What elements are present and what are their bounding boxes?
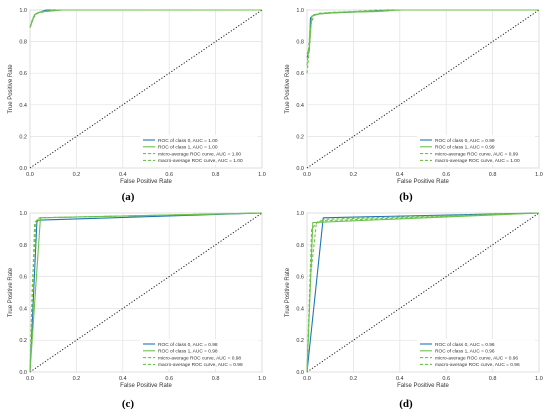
- x-tick-label: 0.2: [73, 172, 81, 178]
- x-tick-label: 0.0: [303, 376, 311, 382]
- x-tick-label: 1.0: [535, 376, 543, 382]
- x-tick-label: 0.0: [303, 172, 311, 178]
- y-tick-label: 1.0: [296, 8, 304, 14]
- y-axis-label: True Positive Rate: [285, 64, 291, 114]
- roc-panel-4: 0.0 0.2 0.4 0.6 0.8 1.0 0.0 0.2 0.4 0.6 0.8 1.0 Fals…: [285, 211, 543, 410]
- roc-panel-3: 0.0 0.2 0.4 0.6 0.8 1.0 0.0 0.2 0.4 0.6 0.8 1.0 Fals…: [8, 211, 266, 410]
- y-tick-label: 0.4: [19, 103, 27, 109]
- y-axis-label: True Positive Rate: [8, 267, 14, 317]
- y-tick-label: 0.8: [19, 40, 27, 46]
- x-axis-label: False Positive Rate: [397, 179, 449, 185]
- x-tick-label: 0.8: [212, 172, 220, 178]
- legend-entry: micro-average ROC curve, AUC = 0.98: [158, 355, 241, 361]
- x-tick-label: 0.0: [26, 376, 34, 382]
- legend-entry: macro-average ROC curve, AUC = 1.00: [435, 158, 520, 164]
- x-tick-label: 1.0: [535, 172, 543, 178]
- x-tick-label: 0.8: [489, 376, 497, 382]
- y-tick-label: 0.0: [296, 166, 304, 172]
- y-tick-label: 0.8: [296, 40, 304, 46]
- y-axis-label: True Positive Rate: [8, 64, 14, 114]
- x-tick-label: 0.6: [165, 172, 173, 178]
- y-tick-label: 1.0: [19, 8, 27, 14]
- legend-box: [417, 339, 535, 369]
- x-tick-label: 0.2: [73, 376, 81, 382]
- legend-entry: ROC of class 1, AUC = 0.96: [435, 349, 495, 355]
- y-tick-label: 1.0: [296, 211, 304, 217]
- roc-series-line-4: [29, 9, 262, 28]
- x-axis-label: False Positive Rate: [397, 383, 449, 389]
- x-tick-label: 0.8: [489, 172, 497, 178]
- y-tick-label: 0.6: [19, 71, 27, 77]
- legend-entry: micro-average ROC curve, AUC = 0.96: [435, 355, 518, 361]
- y-tick-label: 1.0: [19, 211, 27, 217]
- legend-entry: macro-average ROC curve, AUC = 1.00: [158, 158, 243, 164]
- legend-entry: macro-average ROC curve, AUC = 0.98: [158, 362, 243, 368]
- y-tick-label: 0.6: [19, 275, 27, 281]
- x-axis-label: False Positive Rate: [120, 179, 172, 185]
- x-tick-label: 0.8: [212, 376, 220, 382]
- y-tick-label: 0.4: [296, 306, 304, 312]
- chance-diagonal: [306, 212, 540, 373]
- x-axis-label: False Positive Rate: [120, 383, 172, 389]
- y-tick-label: 0.8: [296, 243, 304, 249]
- legend-box: [140, 339, 258, 369]
- x-tick-label: 0.4: [119, 172, 127, 178]
- panel-label: (d): [399, 398, 413, 410]
- x-tick-label: 0.4: [119, 376, 127, 382]
- y-tick-label: 0.4: [296, 103, 304, 109]
- x-tick-label: 0.0: [26, 172, 34, 178]
- roc-series-line-2: [306, 212, 540, 373]
- y-tick-label: 0.6: [296, 275, 304, 281]
- legend-entry: macro-average ROC curve, AUC = 0.96: [435, 362, 520, 368]
- y-tick-label: 0.8: [19, 243, 27, 249]
- panel-label: (c): [122, 398, 135, 410]
- y-tick-label: 0.2: [19, 134, 27, 140]
- x-tick-label: 0.6: [165, 376, 173, 382]
- y-axis-label: True Positive Rate: [285, 267, 291, 317]
- x-tick-label: 0.6: [442, 172, 450, 178]
- roc-panel-1: 0.0 0.2 0.4 0.6 0.8 1.0 0.0 0.2 0.4 0.6 0.8 1.0 Fals…: [8, 8, 266, 203]
- y-tick-label: 0.2: [19, 338, 27, 344]
- legend-entry: ROC of class 1, AUC = 1.00: [158, 145, 218, 151]
- roc-series-line-3: [306, 9, 539, 74]
- x-tick-label: 1.0: [258, 376, 266, 382]
- legend-entry: ROC of class 1, AUC = 0.99: [435, 145, 495, 151]
- y-tick-label: 0.6: [296, 71, 304, 77]
- x-tick-label: 0.4: [396, 172, 404, 178]
- x-tick-label: 0.6: [442, 376, 450, 382]
- legend-entry: ROC of class 1, AUC = 0.98: [158, 349, 218, 355]
- y-tick-label: 0.4: [19, 306, 27, 312]
- roc-panel-2: 0.0 0.2 0.4 0.6 0.8 1.0 0.0 0.2 0.4 0.6 0.8 1.0 Fals…: [285, 8, 543, 203]
- y-tick-label: 0.2: [296, 338, 304, 344]
- legend-entry: micro-average ROC curve, AUC = 1.00: [158, 151, 241, 157]
- legend-entry: ROC of class 0, AUC = 0.96: [435, 342, 495, 348]
- chance-diagonal: [29, 212, 263, 373]
- legend-entry: ROC of class 0, AUC = 1.00: [158, 138, 218, 144]
- x-tick-label: 0.4: [396, 376, 404, 382]
- panel-label: (a): [122, 191, 135, 203]
- y-tick-label: 0.2: [296, 134, 304, 140]
- x-tick-label: 0.2: [350, 376, 358, 382]
- x-tick-label: 1.0: [258, 172, 266, 178]
- legend-entry: ROC of class 0, AUC = 0.99: [435, 138, 495, 144]
- legend-box: [417, 135, 535, 165]
- legend-entry: micro-average ROC curve, AUC = 0.99: [435, 151, 518, 157]
- y-tick-label: 0.0: [19, 370, 27, 376]
- panel-label: (b): [399, 191, 413, 203]
- roc-series-line-4: [306, 9, 539, 66]
- legend-entry: ROC of class 0, AUC = 0.98: [158, 342, 218, 348]
- y-tick-label: 0.0: [296, 370, 304, 376]
- legend-box: [140, 135, 258, 165]
- y-tick-label: 0.0: [19, 166, 27, 172]
- x-tick-label: 0.2: [350, 172, 358, 178]
